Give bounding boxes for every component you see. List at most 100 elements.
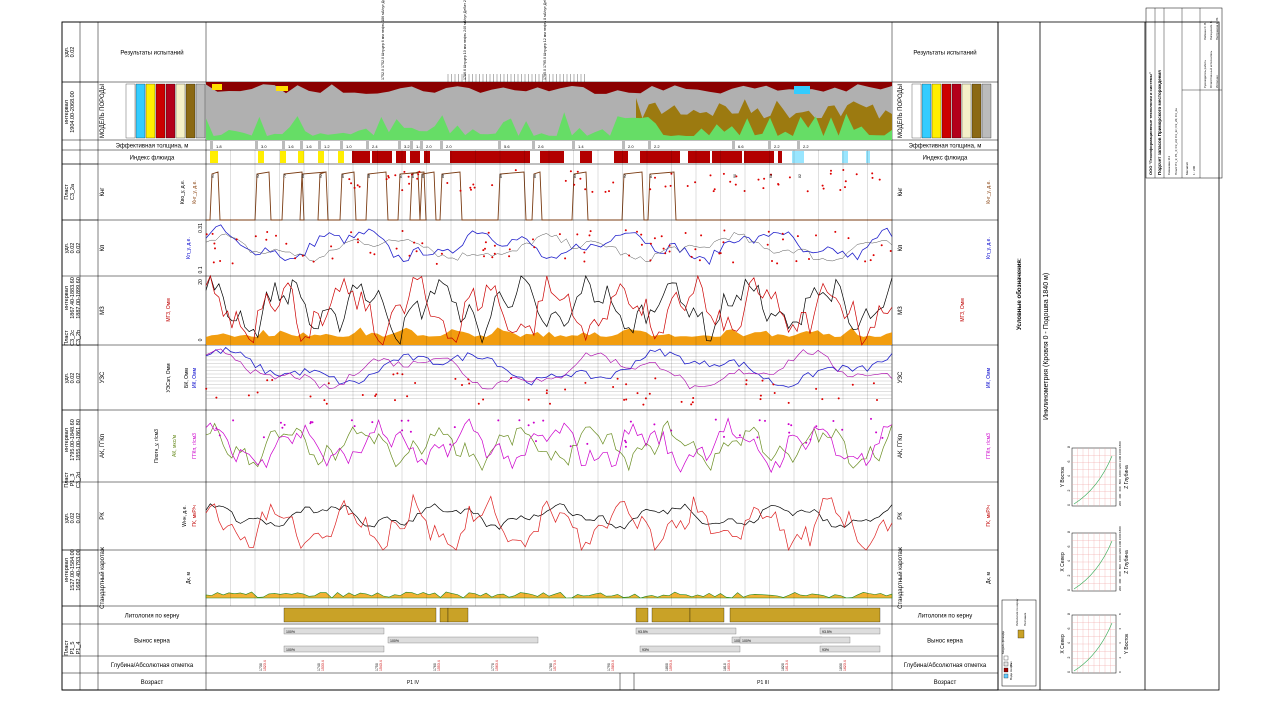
- track-label-std: Стандартный каротаж: [99, 547, 106, 609]
- track-label-eff: Эффективная толщина, м: [116, 144, 189, 150]
- incl-ytick: 6: [1067, 461, 1071, 463]
- legend-sand: Песчаник: [1023, 612, 1027, 626]
- incl-ytick: 6: [1067, 628, 1071, 630]
- incl-xtick: 1400: [1118, 455, 1122, 462]
- legend-title: Условные обозначения:: [1016, 258, 1023, 330]
- incl-xtick: 4: [1118, 642, 1122, 644]
- track-label-right-age: Возраст: [934, 680, 957, 686]
- incl-xtick: 400: [1118, 493, 1122, 498]
- core-lith-segment: [729, 607, 881, 623]
- depth-label: 1800: [665, 663, 669, 671]
- inclinometry-title: Инклинометрия (Кровля 0 - Подошва 1840 м…: [1043, 273, 1050, 420]
- legend-core: Литология по керну: [1015, 598, 1019, 626]
- meta-K-1: 1527.00-1584.00: [70, 549, 76, 591]
- incl-xtick: 1000: [1118, 555, 1122, 562]
- meta-F-1: C3_2c: [70, 330, 76, 346]
- abs-label: 1603.4: [727, 660, 731, 671]
- kng-value: 87: [649, 174, 653, 178]
- meta-E-2: 1887.00-1899.60: [76, 277, 82, 319]
- age-2: Р1 III: [757, 680, 769, 686]
- eff-value: 2.2: [803, 144, 809, 149]
- age-1: Р1 IV: [407, 680, 420, 686]
- incl-xtick: 1600: [1118, 533, 1122, 540]
- meta-J-2: 0.02: [76, 513, 82, 524]
- meta-A-1: 0.02: [70, 47, 76, 58]
- kng-value: 87: [399, 174, 403, 178]
- depth-label: 1760: [433, 663, 437, 671]
- core-lith-segment: [651, 607, 691, 623]
- stamp-company: ООО "Геоинформационные технологии и сист…: [1148, 72, 1153, 175]
- scale-rk-1: Wнн, д.е.: [182, 505, 188, 527]
- kng-value: 90: [733, 174, 737, 178]
- incl-ytick: 0: [1067, 504, 1071, 506]
- incl-ytick: 4: [1067, 560, 1071, 562]
- track-label-fluid: Индекс флюида: [130, 156, 175, 162]
- track-label-right-std: Стандартный каротаж: [897, 547, 904, 609]
- track-label-right-eff: Эффективная толщина, м: [909, 144, 982, 150]
- track-label-ak: АК, ГГКп: [100, 434, 106, 458]
- scale-ak-2: АК, мкс/м: [172, 434, 178, 457]
- rscale-rk: ГК, мкР/ч: [986, 505, 992, 527]
- track-label-depth: Глубина/Абсолютная отметка: [111, 663, 194, 669]
- scale-kng-right: Кнг_у, д.е.: [192, 180, 198, 204]
- rock-model-clay: [206, 112, 892, 140]
- depth-label: 1770: [491, 663, 495, 671]
- scale-kp-max: 0.1: [198, 266, 204, 273]
- incl-xtick: 800: [1118, 564, 1122, 569]
- right-track-labels: Результаты испытаний МОДЕЛЬ ПОРОДЫ Эффекти…: [897, 50, 992, 687]
- meta-G-1: 0.02: [70, 373, 76, 384]
- meta-E-1: 1867.40-1883.60: [70, 277, 76, 319]
- eff-value: 2.2: [654, 144, 660, 149]
- incl-xtick: 400: [1118, 578, 1122, 583]
- effective-thickness-track: 1.8 3.0 1.6 1.6 1.2 1.0 2.4 3.2 1.4 2.0 2.0 5.6 2.6 1…: [210, 141, 809, 149]
- track-label-kng: Кнг: [100, 187, 106, 197]
- track-label-right-ak: АК, ГГКп: [898, 434, 904, 458]
- eff-value: 5.6: [504, 144, 510, 149]
- rock-model-oil: [206, 82, 892, 94]
- core-percent: 93.5%: [638, 630, 648, 634]
- depth-track: 1730 1523.4 1740 1533.4 1750 1543.4 1760 1553.4…: [259, 660, 847, 671]
- eff-value: 3.0: [261, 144, 267, 149]
- depth-label: 1790: [607, 663, 611, 671]
- meta-I-0: Пласт: [64, 472, 70, 488]
- kng-value: 92: [256, 174, 260, 178]
- stamp-person-1: Руководитель работы: [1203, 60, 1207, 88]
- scale-rk-2: ГК, мкР/ч: [192, 505, 198, 527]
- incl-xlabel: Y Восток: [1124, 633, 1130, 654]
- meta-L-0: Пласт: [64, 640, 70, 656]
- track-label-lith: Литология по керну: [125, 614, 179, 620]
- depth-label: 1820: [781, 663, 785, 671]
- kng-track: 91 92 73 88 92 89 88 87 84 86 88 89 80 83 92 87 90 68 82: [206, 169, 892, 221]
- test-note: 1786.6 Штуцер 10 мм нефть 240 м3/сут Деб…: [463, 0, 467, 80]
- incl-xtick: 8: [1118, 613, 1122, 615]
- abs-label: 1583.4: [611, 660, 615, 671]
- track-label-right-rk: РК: [898, 512, 904, 520]
- legend-panel: Условные обозначения: Модель флюида Газ …: [1001, 258, 1037, 687]
- abs-label: 1573.4: [553, 660, 557, 671]
- incl-ytick: 4: [1067, 475, 1071, 477]
- rscale-kng: Кнг_у, д.е.: [986, 180, 992, 204]
- incl-xtick: 0: [1118, 671, 1122, 673]
- core-percent: 100%: [286, 630, 295, 634]
- scale-ak-1: Плотн_у, г/см3: [154, 429, 160, 463]
- eff-value: 1.2: [324, 144, 330, 149]
- incl-ytick: 8: [1067, 531, 1071, 533]
- track-label-mz: МЗ: [100, 306, 106, 315]
- incl-xtick: 200: [1118, 501, 1122, 506]
- incl-xtick: 600: [1118, 571, 1122, 576]
- track-label-right-model: МОДЕЛЬ ПОРОДЫ: [898, 84, 904, 138]
- kng-value: 92: [319, 174, 323, 178]
- abs-label: 1623.4: [843, 660, 847, 671]
- core-lith-segment: [689, 607, 725, 623]
- meta-K-0: интервал: [64, 558, 70, 582]
- core-bar: [387, 636, 539, 644]
- eff-value: 3.2: [404, 144, 410, 149]
- depth-label: 1730: [259, 663, 263, 671]
- core-bar: [283, 627, 385, 635]
- scale-mz: МГЗ, Омм: [166, 298, 172, 322]
- meta-L-2: P1_4: [76, 642, 82, 655]
- incl-ytick: 0: [1067, 589, 1071, 591]
- incl-xtick: 1800: [1118, 526, 1122, 533]
- rscale-mz: МГЗ, Омм: [960, 298, 966, 322]
